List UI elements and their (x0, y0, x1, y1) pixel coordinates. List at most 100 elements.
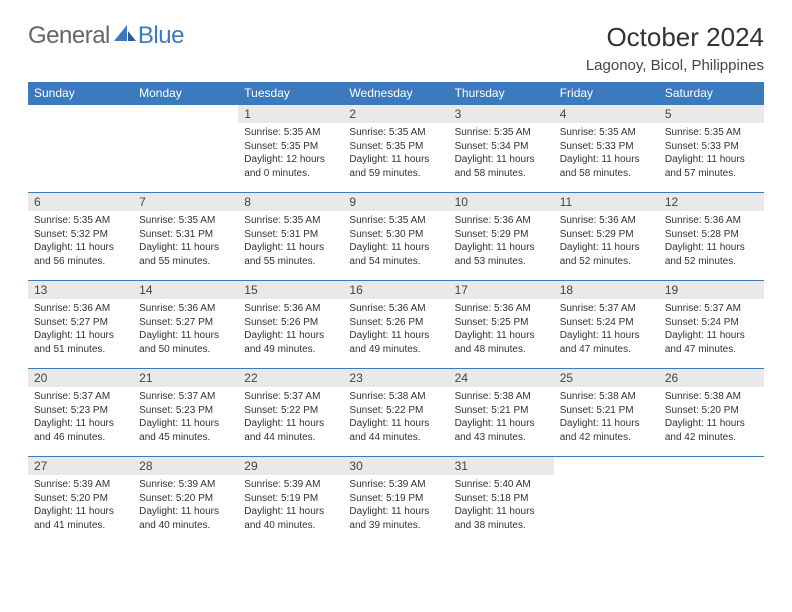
calendar-cell: 18Sunrise: 5:37 AMSunset: 5:24 PMDayligh… (554, 280, 659, 368)
day-body: Sunrise: 5:37 AMSunset: 5:22 PMDaylight:… (238, 387, 343, 448)
day-body: Sunrise: 5:36 AMSunset: 5:27 PMDaylight:… (28, 299, 133, 360)
day-number: 8 (238, 192, 343, 211)
calendar-cell: 24Sunrise: 5:38 AMSunset: 5:21 PMDayligh… (449, 368, 554, 456)
day-body: Sunrise: 5:39 AMSunset: 5:19 PMDaylight:… (238, 475, 343, 536)
day-body: Sunrise: 5:37 AMSunset: 5:24 PMDaylight:… (554, 299, 659, 360)
day-number: 29 (238, 456, 343, 475)
day-body (554, 475, 659, 482)
day-body: Sunrise: 5:36 AMSunset: 5:28 PMDaylight:… (659, 211, 764, 272)
day-body: Sunrise: 5:37 AMSunset: 5:23 PMDaylight:… (28, 387, 133, 448)
calendar-table: Sunday Monday Tuesday Wednesday Thursday… (28, 82, 764, 544)
calendar-cell: 23Sunrise: 5:38 AMSunset: 5:22 PMDayligh… (343, 368, 448, 456)
day-body: Sunrise: 5:35 AMSunset: 5:30 PMDaylight:… (343, 211, 448, 272)
day-body: Sunrise: 5:36 AMSunset: 5:29 PMDaylight:… (449, 211, 554, 272)
day-body: Sunrise: 5:37 AMSunset: 5:23 PMDaylight:… (133, 387, 238, 448)
day-body: Sunrise: 5:36 AMSunset: 5:25 PMDaylight:… (449, 299, 554, 360)
calendar-cell: 25Sunrise: 5:38 AMSunset: 5:21 PMDayligh… (554, 368, 659, 456)
daylight-text: Daylight: 11 hours and 39 minutes. (349, 505, 442, 532)
daylight-text: Daylight: 11 hours and 41 minutes. (34, 505, 127, 532)
day-body: Sunrise: 5:36 AMSunset: 5:29 PMDaylight:… (554, 211, 659, 272)
daylight-text: Daylight: 11 hours and 51 minutes. (34, 329, 127, 356)
logo: General Blue (28, 22, 184, 50)
calendar-cell: 19Sunrise: 5:37 AMSunset: 5:24 PMDayligh… (659, 280, 764, 368)
sunrise-text: Sunrise: 5:36 AM (244, 302, 337, 316)
sunset-text: Sunset: 5:29 PM (560, 228, 653, 242)
day-number: 3 (449, 104, 554, 123)
day-body: Sunrise: 5:35 AMSunset: 5:35 PMDaylight:… (343, 123, 448, 184)
calendar-cell: 3Sunrise: 5:35 AMSunset: 5:34 PMDaylight… (449, 104, 554, 192)
sunset-text: Sunset: 5:33 PM (560, 140, 653, 154)
sunset-text: Sunset: 5:24 PM (665, 316, 758, 330)
daylight-text: Daylight: 11 hours and 49 minutes. (349, 329, 442, 356)
calendar-cell: 6Sunrise: 5:35 AMSunset: 5:32 PMDaylight… (28, 192, 133, 280)
sunrise-text: Sunrise: 5:35 AM (349, 126, 442, 140)
day-number: 31 (449, 456, 554, 475)
sunset-text: Sunset: 5:24 PM (560, 316, 653, 330)
daylight-text: Daylight: 11 hours and 58 minutes. (560, 153, 653, 180)
calendar-week-row: 20Sunrise: 5:37 AMSunset: 5:23 PMDayligh… (28, 368, 764, 456)
daylight-text: Daylight: 11 hours and 40 minutes. (244, 505, 337, 532)
logo-text-blue: Blue (138, 22, 184, 50)
calendar-cell: 20Sunrise: 5:37 AMSunset: 5:23 PMDayligh… (28, 368, 133, 456)
location: Lagonoy, Bicol, Philippines (586, 57, 764, 74)
sunrise-text: Sunrise: 5:35 AM (665, 126, 758, 140)
sunrise-text: Sunrise: 5:36 AM (139, 302, 232, 316)
header: General Blue October 2024 Lagonoy, Bicol… (28, 22, 764, 74)
calendar-cell (28, 104, 133, 192)
sunset-text: Sunset: 5:27 PM (139, 316, 232, 330)
day-body (28, 123, 133, 130)
calendar-cell: 11Sunrise: 5:36 AMSunset: 5:29 PMDayligh… (554, 192, 659, 280)
calendar-cell: 29Sunrise: 5:39 AMSunset: 5:19 PMDayligh… (238, 456, 343, 544)
sunrise-text: Sunrise: 5:35 AM (139, 214, 232, 228)
daylight-text: Daylight: 11 hours and 44 minutes. (349, 417, 442, 444)
calendar-cell: 28Sunrise: 5:39 AMSunset: 5:20 PMDayligh… (133, 456, 238, 544)
sunset-text: Sunset: 5:18 PM (455, 492, 548, 506)
day-body: Sunrise: 5:37 AMSunset: 5:24 PMDaylight:… (659, 299, 764, 360)
calendar-week-row: 6Sunrise: 5:35 AMSunset: 5:32 PMDaylight… (28, 192, 764, 280)
sunset-text: Sunset: 5:35 PM (349, 140, 442, 154)
calendar-cell: 8Sunrise: 5:35 AMSunset: 5:31 PMDaylight… (238, 192, 343, 280)
day-body: Sunrise: 5:35 AMSunset: 5:31 PMDaylight:… (238, 211, 343, 272)
day-number: 1 (238, 104, 343, 123)
sunset-text: Sunset: 5:26 PM (244, 316, 337, 330)
calendar-cell: 15Sunrise: 5:36 AMSunset: 5:26 PMDayligh… (238, 280, 343, 368)
day-body: Sunrise: 5:35 AMSunset: 5:35 PMDaylight:… (238, 123, 343, 184)
sunset-text: Sunset: 5:29 PM (455, 228, 548, 242)
calendar-cell: 4Sunrise: 5:35 AMSunset: 5:33 PMDaylight… (554, 104, 659, 192)
daylight-text: Daylight: 11 hours and 59 minutes. (349, 153, 442, 180)
daylight-text: Daylight: 11 hours and 52 minutes. (560, 241, 653, 268)
daylight-text: Daylight: 11 hours and 42 minutes. (560, 417, 653, 444)
day-number: 16 (343, 280, 448, 299)
sunrise-text: Sunrise: 5:35 AM (455, 126, 548, 140)
daylight-text: Daylight: 12 hours and 0 minutes. (244, 153, 337, 180)
daylight-text: Daylight: 11 hours and 56 minutes. (34, 241, 127, 268)
daylight-text: Daylight: 11 hours and 45 minutes. (139, 417, 232, 444)
sunrise-text: Sunrise: 5:39 AM (139, 478, 232, 492)
day-number: 6 (28, 192, 133, 211)
day-body: Sunrise: 5:38 AMSunset: 5:20 PMDaylight:… (659, 387, 764, 448)
daylight-text: Daylight: 11 hours and 58 minutes. (455, 153, 548, 180)
day-body: Sunrise: 5:35 AMSunset: 5:33 PMDaylight:… (554, 123, 659, 184)
calendar-cell: 30Sunrise: 5:39 AMSunset: 5:19 PMDayligh… (343, 456, 448, 544)
weekday-header: Wednesday (343, 82, 448, 104)
weekday-header-row: Sunday Monday Tuesday Wednesday Thursday… (28, 82, 764, 104)
day-number: 18 (554, 280, 659, 299)
sunrise-text: Sunrise: 5:40 AM (455, 478, 548, 492)
weekday-header: Saturday (659, 82, 764, 104)
sunrise-text: Sunrise: 5:35 AM (349, 214, 442, 228)
sunrise-text: Sunrise: 5:36 AM (560, 214, 653, 228)
daylight-text: Daylight: 11 hours and 55 minutes. (244, 241, 337, 268)
calendar-cell: 9Sunrise: 5:35 AMSunset: 5:30 PMDaylight… (343, 192, 448, 280)
logo-sail-icon (114, 22, 136, 50)
calendar-week-row: 27Sunrise: 5:39 AMSunset: 5:20 PMDayligh… (28, 456, 764, 544)
calendar-cell: 31Sunrise: 5:40 AMSunset: 5:18 PMDayligh… (449, 456, 554, 544)
day-body: Sunrise: 5:38 AMSunset: 5:21 PMDaylight:… (449, 387, 554, 448)
daylight-text: Daylight: 11 hours and 53 minutes. (455, 241, 548, 268)
day-number: 4 (554, 104, 659, 123)
day-body: Sunrise: 5:39 AMSunset: 5:20 PMDaylight:… (28, 475, 133, 536)
calendar-cell (554, 456, 659, 544)
sunset-text: Sunset: 5:20 PM (665, 404, 758, 418)
day-number: 10 (449, 192, 554, 211)
sunset-text: Sunset: 5:22 PM (349, 404, 442, 418)
sunset-text: Sunset: 5:32 PM (34, 228, 127, 242)
